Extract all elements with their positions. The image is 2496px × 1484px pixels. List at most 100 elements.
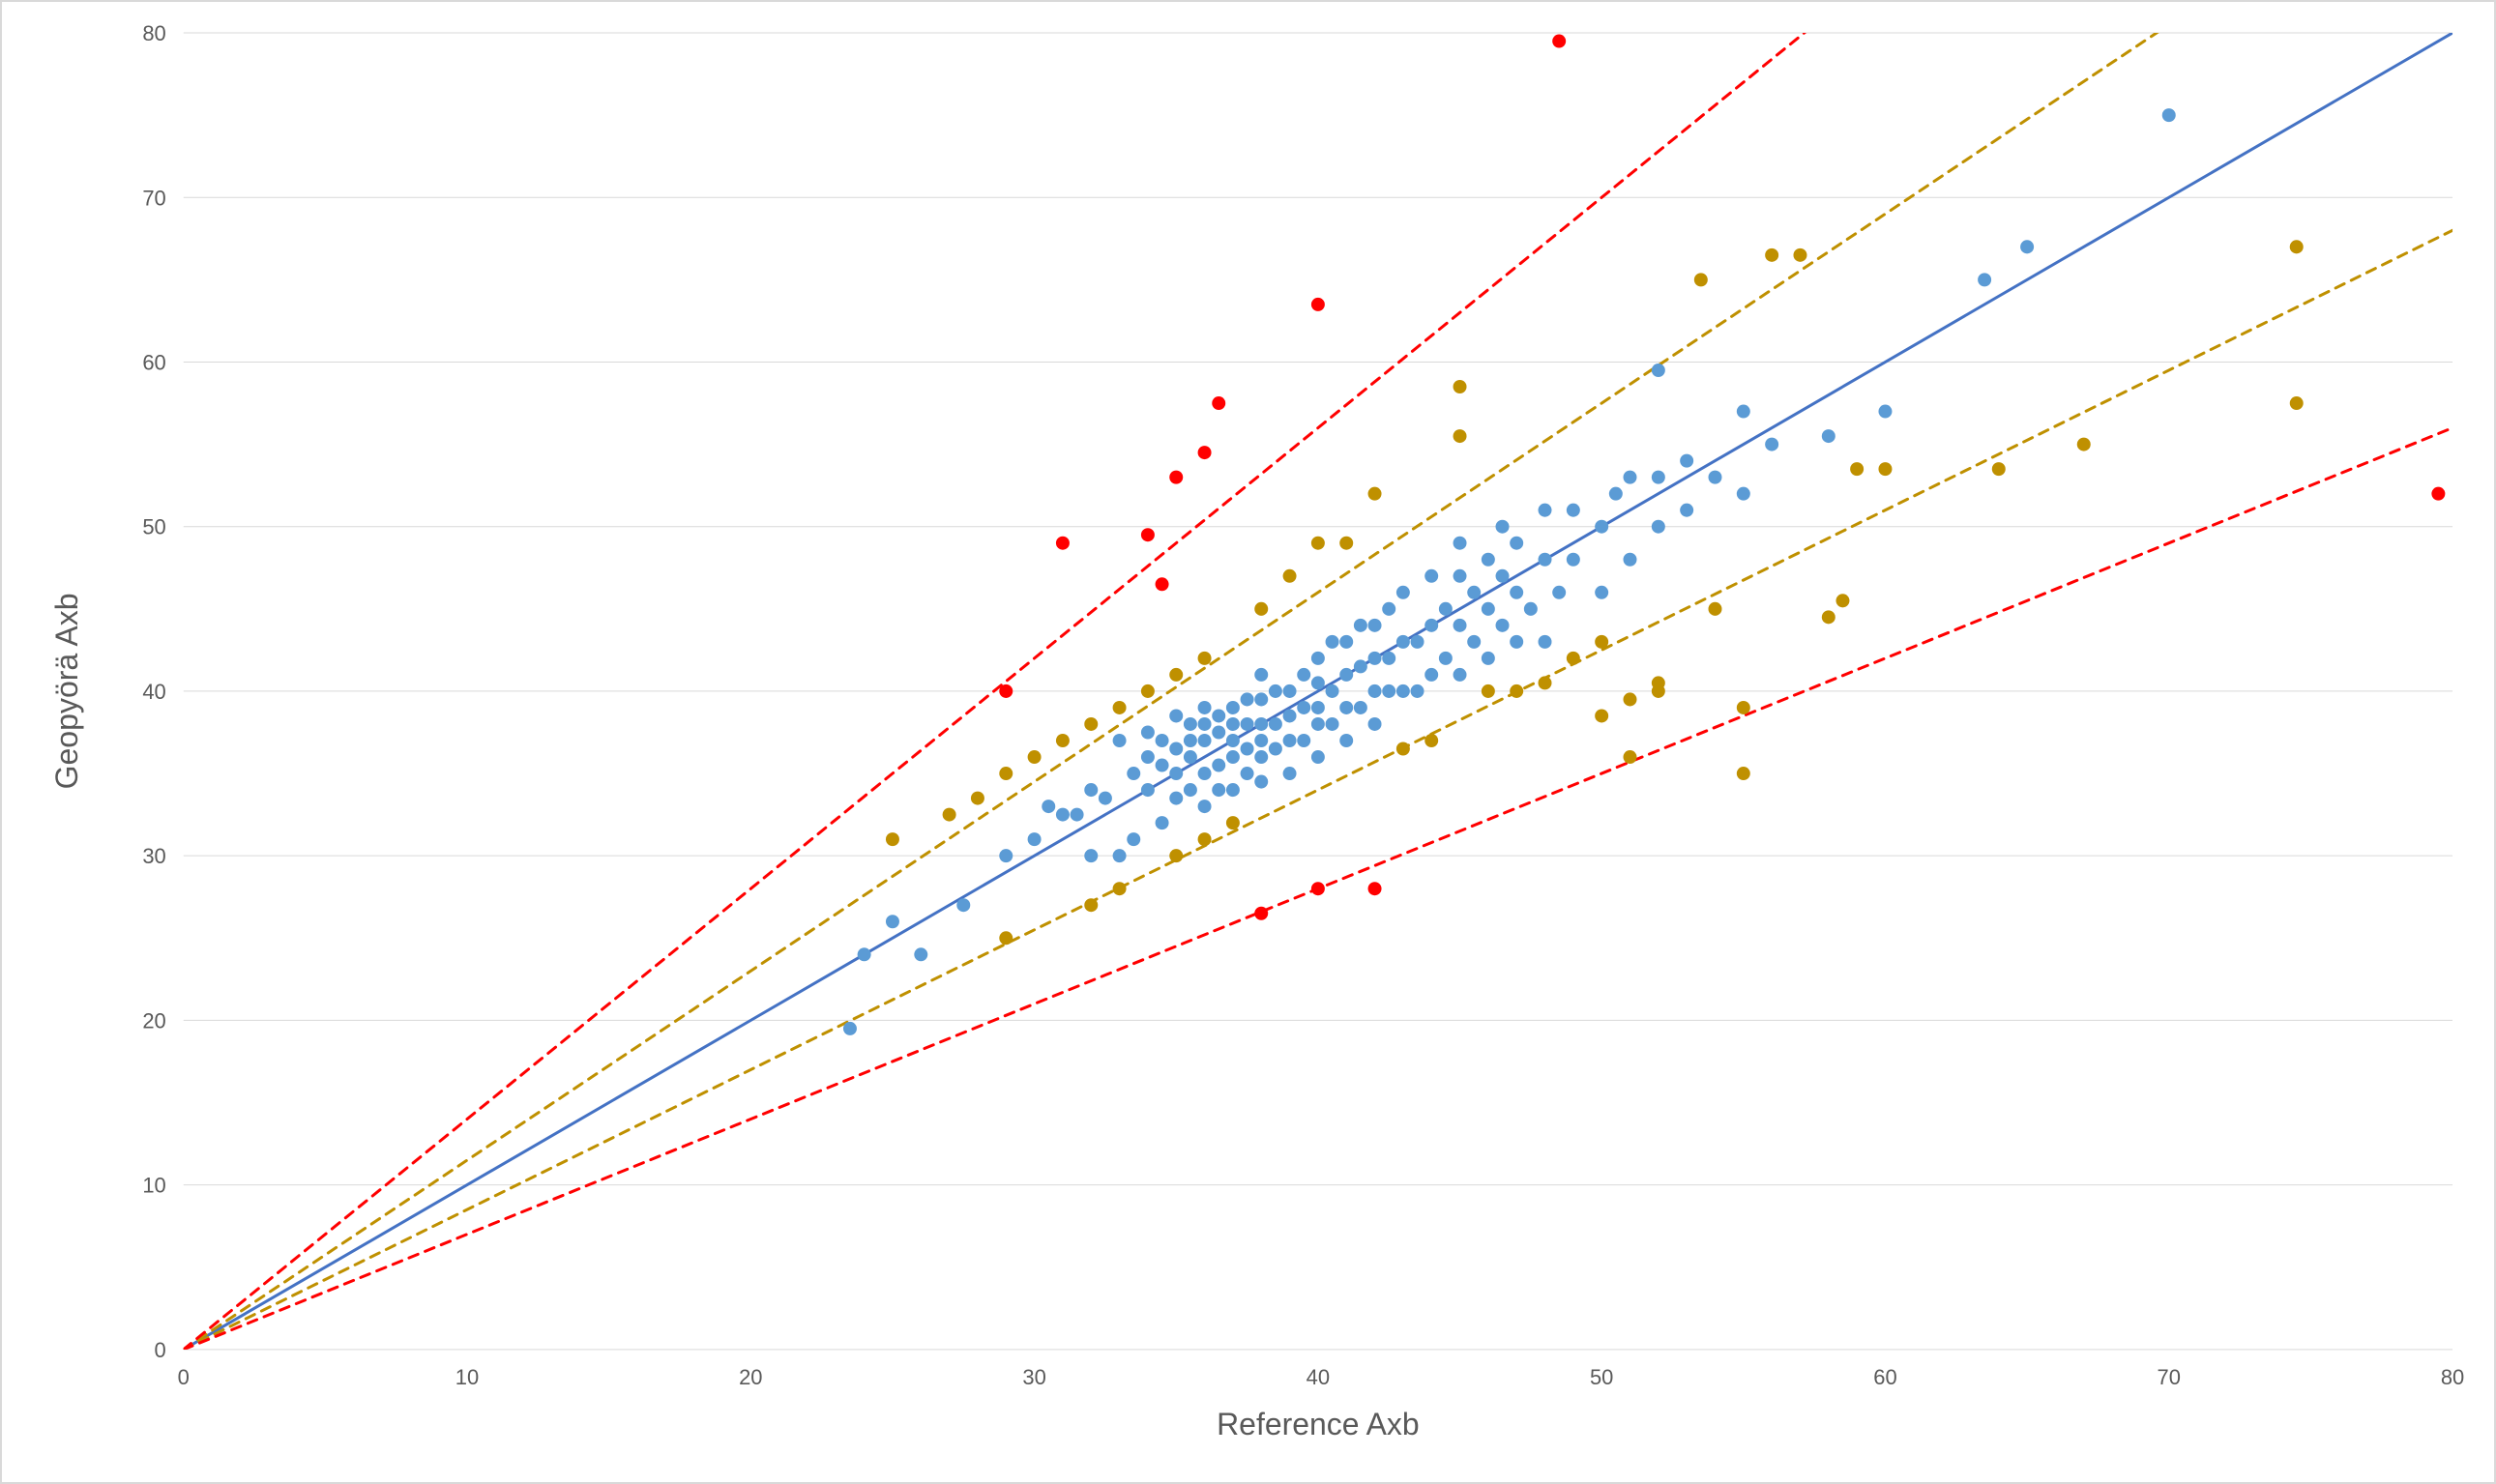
- data-point: [1156, 759, 1169, 772]
- y-tick-label: 60: [142, 350, 165, 374]
- data-point: [1454, 668, 1467, 682]
- data-point: [1737, 767, 1750, 780]
- x-tick-label: 10: [455, 1365, 479, 1389]
- data-point: [1510, 684, 1523, 698]
- data-point: [1297, 734, 1310, 747]
- data-point: [1254, 775, 1268, 789]
- data-point: [1099, 792, 1112, 805]
- data-point: [1269, 684, 1282, 698]
- data-point: [1567, 652, 1580, 665]
- data-point: [1382, 602, 1395, 616]
- data-point: [1056, 537, 1070, 550]
- data-point: [2431, 487, 2445, 501]
- data-point: [1652, 520, 1665, 534]
- data-point: [1084, 717, 1098, 731]
- x-tick-label: 40: [1307, 1365, 1330, 1389]
- data-point: [2020, 240, 2034, 253]
- data-point: [971, 792, 984, 805]
- y-tick-label: 0: [155, 1338, 166, 1362]
- data-point: [1283, 734, 1297, 747]
- data-point: [1878, 405, 1892, 419]
- data-point: [1680, 504, 1693, 517]
- data-point: [1141, 684, 1155, 698]
- data-point: [1496, 619, 1510, 632]
- data-point: [1311, 537, 1325, 550]
- data-point: [1368, 684, 1382, 698]
- data-point: [1539, 635, 1552, 649]
- data-point: [1113, 701, 1127, 714]
- data-point: [1042, 800, 1055, 813]
- data-point: [1241, 717, 1254, 731]
- data-point: [1680, 454, 1693, 468]
- data-point: [1368, 619, 1382, 632]
- data-point: [1737, 405, 1750, 419]
- data-point: [1652, 676, 1665, 689]
- data-point: [1539, 504, 1552, 517]
- data-point: [1071, 808, 1084, 822]
- data-point: [1127, 832, 1140, 846]
- data-point: [1141, 783, 1155, 797]
- data-point: [1212, 783, 1225, 797]
- x-tick-label: 0: [178, 1365, 190, 1389]
- data-point: [1241, 742, 1254, 756]
- data-point: [1737, 701, 1750, 714]
- data-point: [1127, 767, 1140, 780]
- data-point: [1510, 537, 1523, 550]
- data-point: [1198, 717, 1212, 731]
- data-point: [1283, 767, 1297, 780]
- data-point: [1254, 750, 1268, 764]
- data-point: [1382, 684, 1395, 698]
- data-point: [1198, 734, 1212, 747]
- data-point: [1765, 438, 1778, 451]
- data-point: [1382, 652, 1395, 665]
- data-point: [1793, 248, 1806, 262]
- data-point: [1482, 684, 1495, 698]
- data-point: [1198, 446, 1212, 459]
- x-tick-label: 60: [1873, 1365, 1896, 1389]
- data-point: [1169, 767, 1183, 780]
- data-point: [1297, 701, 1310, 714]
- data-point: [1028, 832, 1042, 846]
- data-point: [886, 915, 899, 928]
- y-tick-label: 40: [142, 680, 165, 704]
- data-point: [1141, 725, 1155, 739]
- data-point: [1850, 462, 1864, 476]
- data-point: [1539, 676, 1552, 689]
- data-point: [1198, 832, 1212, 846]
- data-point: [1226, 750, 1240, 764]
- data-point: [1454, 569, 1467, 583]
- data-point: [1467, 586, 1481, 599]
- x-tick-label: 50: [1590, 1365, 1613, 1389]
- data-point: [1297, 668, 1310, 682]
- data-point: [1212, 709, 1225, 722]
- data-point: [1482, 652, 1495, 665]
- data-point: [1283, 569, 1297, 583]
- data-point: [1156, 734, 1169, 747]
- data-point: [1439, 602, 1453, 616]
- data-point: [999, 931, 1013, 945]
- data-point: [1524, 602, 1538, 616]
- x-tick-label: 70: [2158, 1365, 2181, 1389]
- data-point: [1822, 429, 1835, 443]
- data-point: [1339, 734, 1353, 747]
- data-point: [1269, 717, 1282, 731]
- data-point: [843, 1022, 857, 1035]
- x-tick-label: 20: [739, 1365, 762, 1389]
- data-point: [1056, 808, 1070, 822]
- data-point: [1198, 800, 1212, 813]
- data-point: [1113, 882, 1127, 895]
- data-point: [1652, 364, 1665, 377]
- data-point: [1595, 709, 1608, 722]
- data-point: [1212, 759, 1225, 772]
- data-point: [1254, 602, 1268, 616]
- data-point: [1113, 734, 1127, 747]
- data-point: [1454, 429, 1467, 443]
- data-point: [1254, 734, 1268, 747]
- data-point: [1510, 586, 1523, 599]
- data-point: [1326, 635, 1339, 649]
- scatter-chart: 0102030405060708001020304050607080Refere…: [19, 14, 2477, 1465]
- data-point: [1396, 635, 1410, 649]
- y-tick-label: 10: [142, 1174, 165, 1198]
- data-point: [1567, 553, 1580, 567]
- data-point: [1467, 635, 1481, 649]
